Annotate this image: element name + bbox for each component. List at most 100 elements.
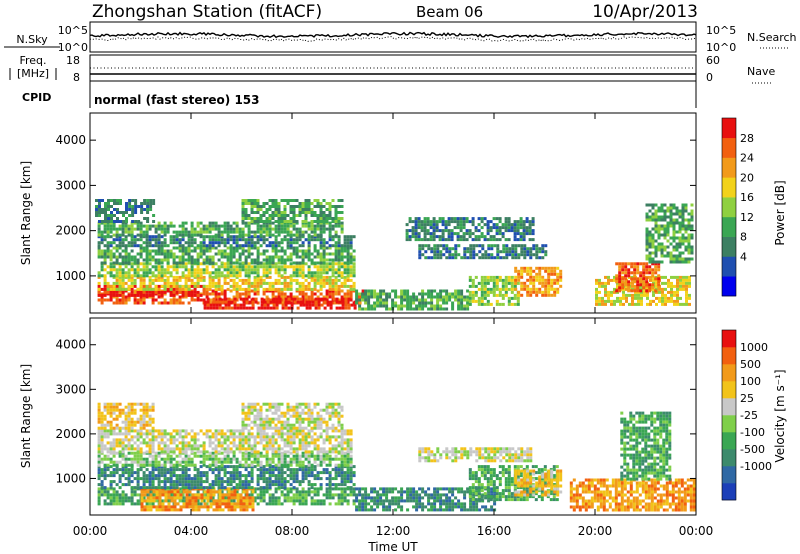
heatmap-cell: [214, 235, 218, 239]
heatmap-cell: [672, 227, 676, 231]
heatmap-cell: [657, 262, 661, 266]
heatmap-cell: [651, 260, 655, 264]
heatmap-cell: [256, 227, 260, 231]
heatmap-cell: [190, 295, 194, 299]
heatmap-cell: [194, 496, 198, 500]
heatmap-cell: [227, 490, 231, 494]
heatmap-cell: [277, 471, 281, 475]
heatmap-cell: [337, 289, 341, 293]
heatmap-cell: [199, 486, 203, 490]
heatmap-cell: [181, 471, 185, 475]
heatmap-cell: [191, 502, 195, 506]
heatmap-cell: [295, 205, 299, 208]
heatmap-cell: [340, 227, 344, 231]
heatmap-cell: [97, 284, 101, 288]
heatmap-cell: [143, 505, 147, 509]
heatmap-cell: [286, 244, 290, 248]
heatmap-cell: [471, 217, 475, 221]
heatmap-cell: [322, 258, 326, 262]
heatmap-cell: [627, 283, 631, 287]
heatmap-cell: [190, 284, 194, 288]
heatmap-cell: [316, 487, 320, 491]
heatmap-cell: [103, 287, 107, 291]
heatmap-cell: [675, 209, 679, 213]
heatmap-cell: [191, 496, 195, 500]
heatmap-cell: [145, 287, 149, 291]
heatmap-cell: [103, 275, 107, 279]
heatmap-cell: [178, 275, 182, 279]
heatmap-cell: [337, 241, 341, 245]
heatmap-cell: [166, 258, 170, 262]
heatmap-cell: [151, 468, 155, 472]
heatmap-cell: [233, 508, 237, 512]
heatmap-cell: [205, 255, 209, 259]
heatmap-cell: [669, 218, 673, 222]
heatmap-cell: [256, 477, 260, 481]
heatmap-cell: [164, 499, 168, 503]
heatmap-cell: [672, 233, 676, 237]
heatmap-cell: [157, 221, 161, 225]
heatmap-cell: [218, 300, 222, 304]
heatmap-cell: [328, 295, 332, 299]
heatmap-cell: [220, 233, 224, 237]
heatmap-cell: [115, 290, 119, 294]
heatmap-cell: [284, 300, 288, 304]
heatmap-cell: [331, 238, 335, 242]
heatmap-cell: [528, 226, 532, 230]
heatmap-cell: [157, 241, 161, 245]
heatmap-cell: [451, 256, 455, 260]
heatmap-cell: [241, 244, 245, 248]
heatmap-cell: [595, 281, 598, 285]
heatmap-cell: [483, 275, 487, 279]
heatmap-cell: [316, 220, 320, 223]
heatmap-cell: [199, 477, 203, 481]
heatmap-cell: [109, 499, 113, 503]
heatmap-cell: [202, 298, 206, 302]
heatmap-cell: [417, 220, 421, 224]
heatmap-cell: [235, 483, 239, 487]
heatmap-cell: [148, 278, 152, 282]
heatmap-cell: [196, 486, 200, 490]
heatmap-cell: [274, 220, 278, 223]
heatmap-cell: [349, 278, 353, 282]
heatmap-cell: [640, 284, 643, 288]
heatmap-cell: [277, 289, 281, 293]
heatmap-cell: [196, 274, 200, 278]
colorbar-segment: [722, 236, 736, 257]
heatmap-cell: [118, 298, 122, 302]
heatmap-cell: [232, 246, 236, 250]
heatmap-cell: [274, 287, 278, 291]
heatmap-cell: [657, 209, 661, 213]
heatmap-cell: [247, 241, 251, 245]
freq-tick-high: 18: [66, 54, 80, 67]
heatmap-cell: [681, 209, 685, 213]
heatmap-cell: [406, 307, 410, 311]
heatmap-cell: [516, 302, 520, 306]
heatmap-cell: [340, 281, 344, 285]
heatmap-cell: [663, 212, 667, 216]
heatmap-cell: [280, 295, 284, 299]
heatmap-cell: [349, 490, 353, 494]
heatmap-cell: [131, 220, 135, 223]
heatmap-cell: [412, 301, 416, 305]
heatmap-cell: [493, 256, 497, 260]
heatmap-cell: [100, 230, 104, 234]
heatmap-cell: [522, 229, 526, 233]
heatmap-cell: [148, 227, 152, 231]
heatmap-cell: [448, 250, 452, 254]
heatmap-cell: [218, 306, 222, 310]
heatmap-cell: [103, 238, 107, 242]
heatmap-cell: [256, 205, 260, 208]
heatmap-cell: [432, 217, 436, 221]
heatmap-cell: [127, 474, 131, 478]
heatmap-cell: [347, 297, 351, 301]
heatmap-cell: [349, 261, 353, 265]
heatmap-cell: [310, 471, 314, 475]
heatmap-cell: [460, 256, 464, 260]
heatmap-cell: [322, 241, 326, 245]
heatmap-cell: [112, 301, 116, 305]
colorbar-tick-label: 28: [740, 132, 754, 145]
heatmap-cell: [538, 256, 542, 260]
heatmap-cell: [469, 253, 473, 257]
heatmap-cell: [343, 235, 347, 239]
